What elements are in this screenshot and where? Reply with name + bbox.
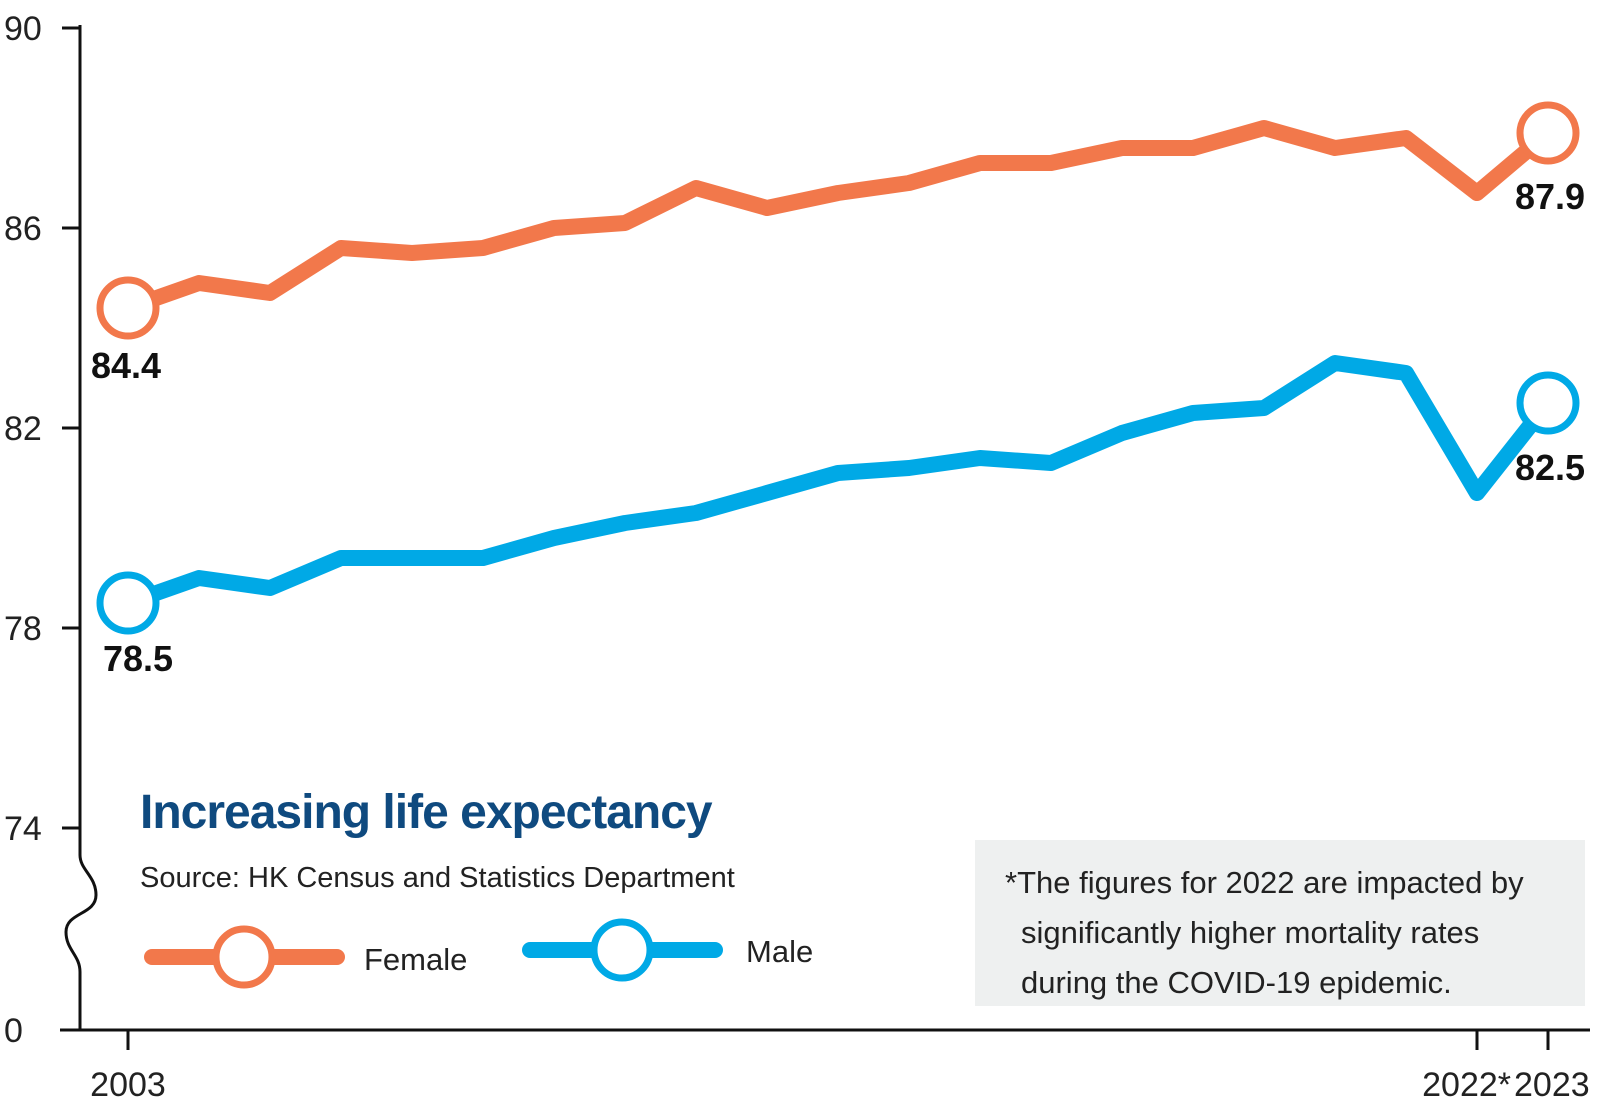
female-line	[120, 120, 1556, 316]
series-lines: 84.4 87.9 78.5 82.5	[91, 101, 1585, 679]
legend: Female Male	[144, 918, 813, 989]
y-tick-label-74: 74	[4, 810, 42, 848]
y-tick-label-0: 0	[4, 1012, 23, 1050]
footnote-line-2: significantly higher mortality rates	[1021, 915, 1480, 950]
axis-break-symbol	[64, 854, 98, 973]
footnote-line-3: during the COVID-19 epidemic.	[1021, 965, 1452, 1000]
female-start-value: 84.4	[91, 345, 161, 386]
male-end-value: 82.5	[1515, 447, 1585, 488]
y-ticks: 0 74 78 82 86 90	[4, 10, 80, 1050]
x-tick-label-2023: 2023	[1514, 1066, 1590, 1104]
y-tick-label-82: 82	[4, 410, 42, 448]
footnote-line-1: *The figures for 2022 are impacted by	[1005, 865, 1524, 900]
axes	[60, 25, 1590, 1032]
male-line	[120, 355, 1556, 611]
legend-male-marker	[590, 918, 654, 982]
female-end-value: 87.9	[1515, 176, 1585, 217]
male-end-marker	[1516, 371, 1580, 435]
female-start-marker	[96, 276, 160, 340]
male-start-marker	[96, 571, 160, 635]
y-tick-label-86: 86	[4, 210, 42, 248]
x-tick-label-2003: 2003	[90, 1066, 166, 1104]
x-ticks: 2003 2022* 2023	[90, 1030, 1590, 1104]
female-end-marker	[1516, 101, 1580, 165]
footnote-box: *The figures for 2022 are impacted by si…	[975, 840, 1585, 1006]
legend-female-label: Female	[364, 942, 467, 977]
y-tick-label-90: 90	[4, 10, 42, 48]
legend-male-label: Male	[746, 934, 813, 969]
y-tick-label-78: 78	[4, 610, 42, 648]
male-start-value: 78.5	[103, 638, 173, 679]
legend-female-marker	[212, 925, 276, 989]
chart-title: Increasing life expectancy	[140, 786, 713, 839]
chart-source: Source: HK Census and Statistics Departm…	[140, 862, 735, 894]
x-tick-label-2022: 2022*	[1422, 1066, 1511, 1104]
